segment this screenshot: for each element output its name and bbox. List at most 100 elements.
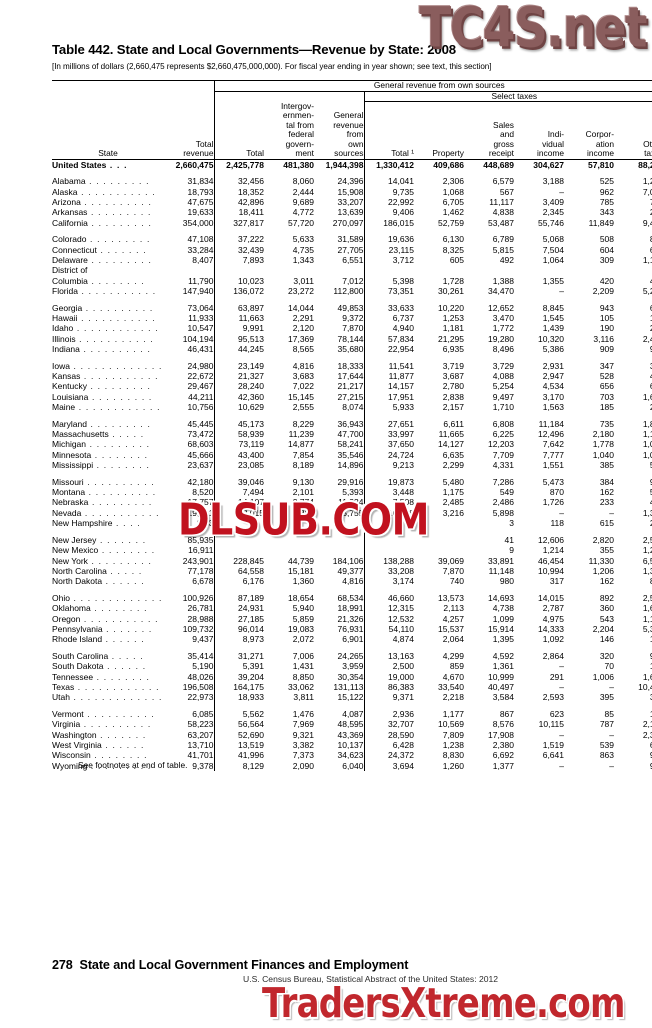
table-cell: 10,756 [164, 402, 215, 413]
table-cell: 703 [599, 391, 614, 402]
table-cell: 2,306 [442, 176, 464, 187]
table-cell: 541 [614, 487, 652, 497]
spacer-cell [314, 470, 365, 477]
table-cell: 77,178 [164, 565, 215, 577]
table-cell: 7,050 [642, 186, 652, 197]
table-cell: 1,253 [442, 312, 464, 323]
table-cell: 3,382 [292, 740, 314, 750]
table-cell: 33,540 [438, 681, 464, 692]
table-cell: 73,064 [164, 302, 215, 313]
table-cell: 4,816 [292, 360, 314, 371]
table-row: Oklahoma . . . . . . . . 26,781 24,931 5,94… [52, 603, 652, 614]
table-row: North Dakota . . . . . . 6,678 6,176 1,360 4… [52, 576, 652, 587]
header-spacer-state [52, 80, 164, 92]
row-spacer [52, 644, 652, 651]
table-cell: 86,383 [388, 681, 414, 692]
header-spacer-genown [314, 91, 365, 102]
table-cell: 17,951 [388, 391, 414, 402]
table-row-label: Oregon . . . . . . . . . . . [52, 613, 159, 624]
table-cell: 525 [599, 176, 614, 187]
table-cell: 48,595 [314, 719, 365, 730]
table-cell: 32,707 [388, 719, 414, 730]
table-cell: 343 [599, 207, 614, 218]
table-cell: 57,720 [288, 217, 314, 228]
spacer-cell [164, 354, 215, 361]
table-cell: 105 [614, 709, 652, 719]
table-cell: 1,944,398 [314, 159, 365, 171]
table-row: Wyoming . . . . . . . . . 9,378 8,129 2,090… [52, 760, 652, 772]
table-row-label: Kansas . . . . . . . . . . . [52, 371, 159, 381]
table-cell: 1,006 [592, 671, 614, 682]
table-cell: 6,563 [642, 555, 652, 566]
table-cell: 5,898 [492, 507, 514, 518]
table-cell: 676 [614, 303, 652, 313]
table-cell: 19,000 [388, 671, 414, 682]
table-row-label: Idaho . . . . . . . . . . . . [52, 323, 159, 334]
table-cell: 43,400 [238, 449, 264, 460]
table-cell: 5,933 [392, 402, 414, 413]
table-cell: 19,636 [388, 234, 414, 245]
table-cell: 39,046 [238, 476, 264, 487]
table-cell: 27,651 [388, 418, 414, 429]
table-row: Vermont . . . . . . . . . . 6,085 5,562 1,4… [52, 708, 652, 720]
table-cell: 8,060 [292, 176, 314, 187]
table-cell: 3,729 [492, 360, 514, 371]
table-cell: 2,555 [292, 402, 314, 413]
spacer-cell [164, 170, 215, 177]
table-cell: 4,331 [492, 460, 514, 471]
page-section-title: State and Local Government Finances and … [79, 958, 409, 972]
table-cell: 2,931 [542, 360, 564, 371]
table-cell: 23,115 [388, 244, 414, 255]
table-cell: 5,386 [542, 344, 564, 355]
table-cell: 12,496 [538, 429, 564, 440]
table-row-label: Delaware . . . . . . . . . [52, 254, 153, 265]
table-row-label: Florida . . . . . . . . . . . [52, 286, 157, 297]
table-cell: 10,137 [314, 740, 365, 751]
table-cell: 5,391 [242, 661, 264, 672]
table-cell: 5,254 [492, 381, 514, 392]
table-cell: 18,933 [238, 692, 264, 703]
table-cell: 37,222 [238, 234, 264, 245]
table-cell [164, 265, 215, 276]
table-cell: – [559, 760, 564, 771]
header-intergovernmental: Intergov-ernmen-tal from federal govern-me… [264, 101, 314, 160]
table-row: New Mexico . . . . . . . . 16,911 9 1,214 35… [52, 545, 652, 556]
table-cell: 13,163 [388, 650, 414, 661]
table-cell [564, 265, 614, 275]
table-cell: 17,908 [488, 729, 514, 740]
table-cell [314, 265, 365, 276]
table-cell: 58,241 [314, 439, 365, 450]
table-cell: 41,701 [164, 750, 215, 761]
table-cell: 68,534 [314, 592, 365, 604]
table-cell: 146 [599, 634, 614, 645]
table-cell: 18,411 [238, 207, 264, 218]
table-cell: 14,157 [388, 381, 414, 392]
table-cell: 22,992 [388, 196, 414, 207]
table-row: District of [52, 265, 652, 276]
table-cell: 1,173 [642, 613, 652, 624]
table-cell: 962 [599, 186, 614, 197]
table-cell: 2,113 [443, 603, 464, 614]
table-row: Ohio . . . . . . . . . . . . . 100,926 87,… [52, 592, 652, 604]
table-cell: 392 [614, 361, 652, 371]
table-cell: 40,497 [488, 681, 514, 692]
table-cell: 6,935 [442, 344, 464, 355]
table-cell: 18,654 [288, 592, 314, 603]
row-spacer [52, 170, 652, 177]
table-row: Columbia . . . . . . . . 11,790 10,023 3,01… [52, 275, 652, 287]
header-individual-income: Indi-vidual income [514, 101, 564, 160]
table-cell: 1,726 [542, 497, 564, 508]
table-row: Colorado . . . . . . . . . 47,108 37,222 5,… [52, 234, 652, 245]
table-cell: 9,991 [242, 323, 264, 334]
table-cell: 6,789 [492, 234, 514, 245]
table-cell: 11,117 [489, 196, 514, 207]
table-row-label: Arizona . . . . . . . . . . [52, 196, 153, 207]
table-cell: 9,321 [292, 729, 314, 740]
table-cell: 46,431 [164, 344, 215, 355]
table-cell: 1,330,412 [376, 159, 414, 170]
table-cell: 1,214 [542, 545, 564, 556]
table-row-label: Louisiana . . . . . . . . . [52, 391, 153, 402]
source-line: U.S. Census Bureau, Statistical Abstract… [243, 974, 499, 984]
table-cell: 524 [614, 460, 652, 470]
table-cell: 78,144 [314, 333, 365, 345]
